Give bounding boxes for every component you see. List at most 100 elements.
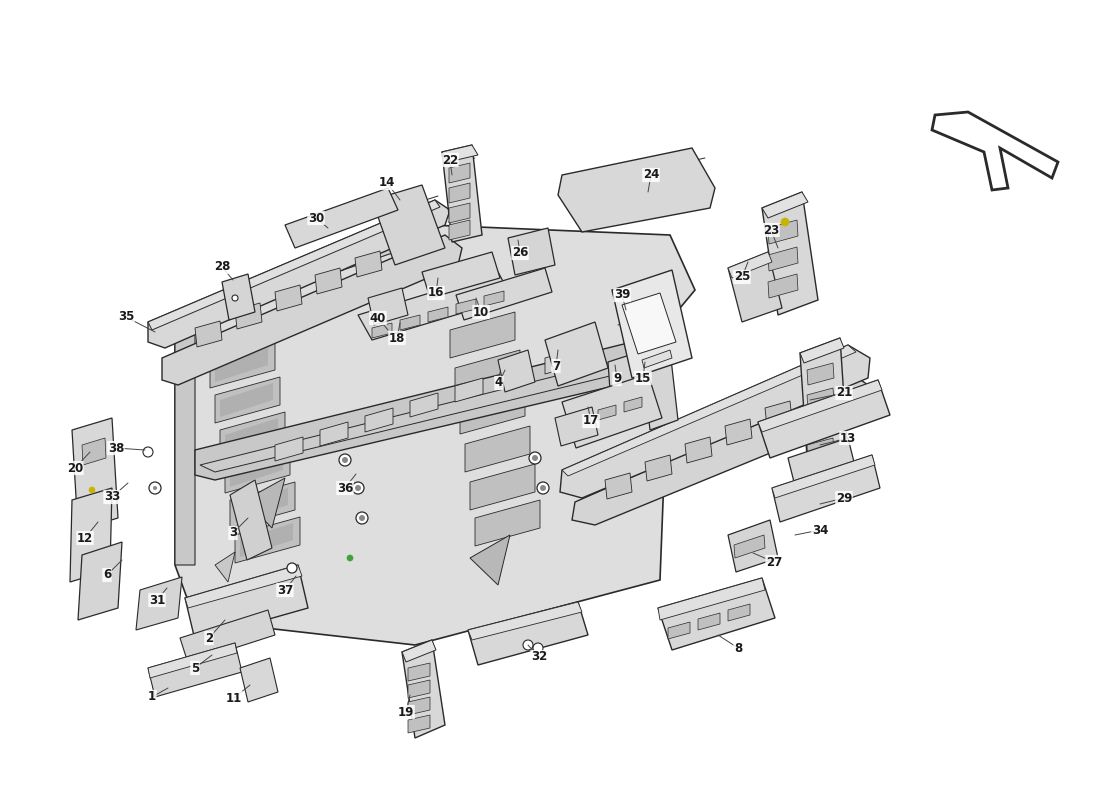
- Polygon shape: [210, 342, 275, 388]
- Text: 39: 39: [614, 289, 630, 302]
- Polygon shape: [235, 517, 300, 563]
- Text: 4: 4: [495, 377, 503, 390]
- Text: 26: 26: [512, 246, 528, 259]
- Polygon shape: [195, 340, 660, 480]
- Text: 10: 10: [473, 306, 490, 318]
- Text: 28: 28: [213, 261, 230, 274]
- Text: 12: 12: [77, 531, 94, 545]
- Polygon shape: [220, 383, 273, 417]
- Polygon shape: [645, 455, 672, 481]
- Circle shape: [537, 482, 549, 494]
- Polygon shape: [805, 383, 832, 409]
- Polygon shape: [456, 268, 552, 320]
- Polygon shape: [148, 200, 450, 348]
- Polygon shape: [465, 426, 530, 472]
- Circle shape: [153, 486, 157, 490]
- Circle shape: [529, 452, 541, 464]
- Polygon shape: [180, 610, 275, 663]
- Polygon shape: [222, 274, 255, 320]
- Polygon shape: [162, 235, 462, 385]
- Polygon shape: [807, 438, 834, 460]
- Polygon shape: [175, 310, 195, 565]
- Polygon shape: [728, 252, 782, 322]
- Polygon shape: [658, 578, 776, 650]
- Text: 5: 5: [191, 662, 199, 674]
- Circle shape: [346, 555, 353, 561]
- Polygon shape: [612, 270, 692, 378]
- Text: 23: 23: [763, 223, 779, 237]
- Polygon shape: [764, 401, 792, 427]
- Polygon shape: [460, 388, 525, 434]
- Polygon shape: [230, 453, 283, 487]
- Polygon shape: [562, 345, 856, 476]
- Text: 30: 30: [308, 211, 324, 225]
- Circle shape: [356, 512, 369, 524]
- Text: 22: 22: [442, 154, 458, 166]
- Polygon shape: [608, 353, 640, 418]
- Polygon shape: [240, 523, 293, 557]
- Polygon shape: [245, 478, 285, 528]
- Circle shape: [342, 457, 348, 463]
- Polygon shape: [758, 380, 882, 432]
- Text: 6: 6: [103, 569, 111, 582]
- Polygon shape: [562, 374, 662, 448]
- Text: 3: 3: [229, 526, 238, 539]
- Text: 7: 7: [552, 359, 560, 373]
- Polygon shape: [402, 640, 436, 662]
- Polygon shape: [728, 604, 750, 621]
- Polygon shape: [368, 288, 408, 325]
- Polygon shape: [728, 520, 778, 572]
- Polygon shape: [624, 397, 642, 412]
- Text: 24: 24: [642, 169, 659, 182]
- Polygon shape: [72, 418, 118, 530]
- Polygon shape: [468, 602, 588, 665]
- Polygon shape: [428, 307, 448, 322]
- Polygon shape: [544, 350, 573, 374]
- Polygon shape: [642, 350, 672, 368]
- Polygon shape: [470, 535, 510, 585]
- Circle shape: [534, 643, 543, 653]
- Polygon shape: [800, 338, 848, 472]
- Polygon shape: [932, 112, 1058, 190]
- Polygon shape: [768, 220, 798, 244]
- Polygon shape: [685, 437, 712, 463]
- Polygon shape: [558, 148, 715, 232]
- Text: 36: 36: [337, 482, 353, 494]
- Polygon shape: [175, 225, 430, 328]
- Text: 27: 27: [766, 555, 782, 569]
- Polygon shape: [275, 437, 302, 461]
- Polygon shape: [668, 622, 690, 639]
- Polygon shape: [658, 578, 764, 620]
- Polygon shape: [365, 408, 393, 432]
- Polygon shape: [772, 455, 874, 498]
- Polygon shape: [395, 235, 422, 261]
- Polygon shape: [449, 220, 470, 240]
- Polygon shape: [408, 680, 430, 698]
- Polygon shape: [449, 163, 470, 183]
- Circle shape: [148, 482, 161, 494]
- Polygon shape: [768, 274, 798, 298]
- Polygon shape: [475, 500, 540, 546]
- Text: 31: 31: [148, 594, 165, 606]
- Polygon shape: [78, 542, 122, 620]
- Polygon shape: [355, 251, 382, 277]
- Polygon shape: [315, 268, 342, 294]
- Polygon shape: [498, 350, 535, 392]
- Text: 1: 1: [147, 690, 156, 703]
- Polygon shape: [214, 377, 280, 423]
- Circle shape: [287, 563, 297, 573]
- Polygon shape: [285, 188, 398, 248]
- Polygon shape: [470, 464, 535, 510]
- Polygon shape: [725, 419, 752, 445]
- Text: 20: 20: [67, 462, 84, 474]
- Polygon shape: [807, 413, 834, 435]
- Polygon shape: [136, 577, 182, 630]
- Circle shape: [355, 485, 361, 491]
- Polygon shape: [598, 405, 616, 420]
- Polygon shape: [621, 293, 676, 354]
- Text: 11: 11: [226, 691, 242, 705]
- Circle shape: [532, 455, 538, 461]
- Text: 15: 15: [635, 371, 651, 385]
- Polygon shape: [148, 200, 440, 330]
- Text: 2: 2: [205, 631, 213, 645]
